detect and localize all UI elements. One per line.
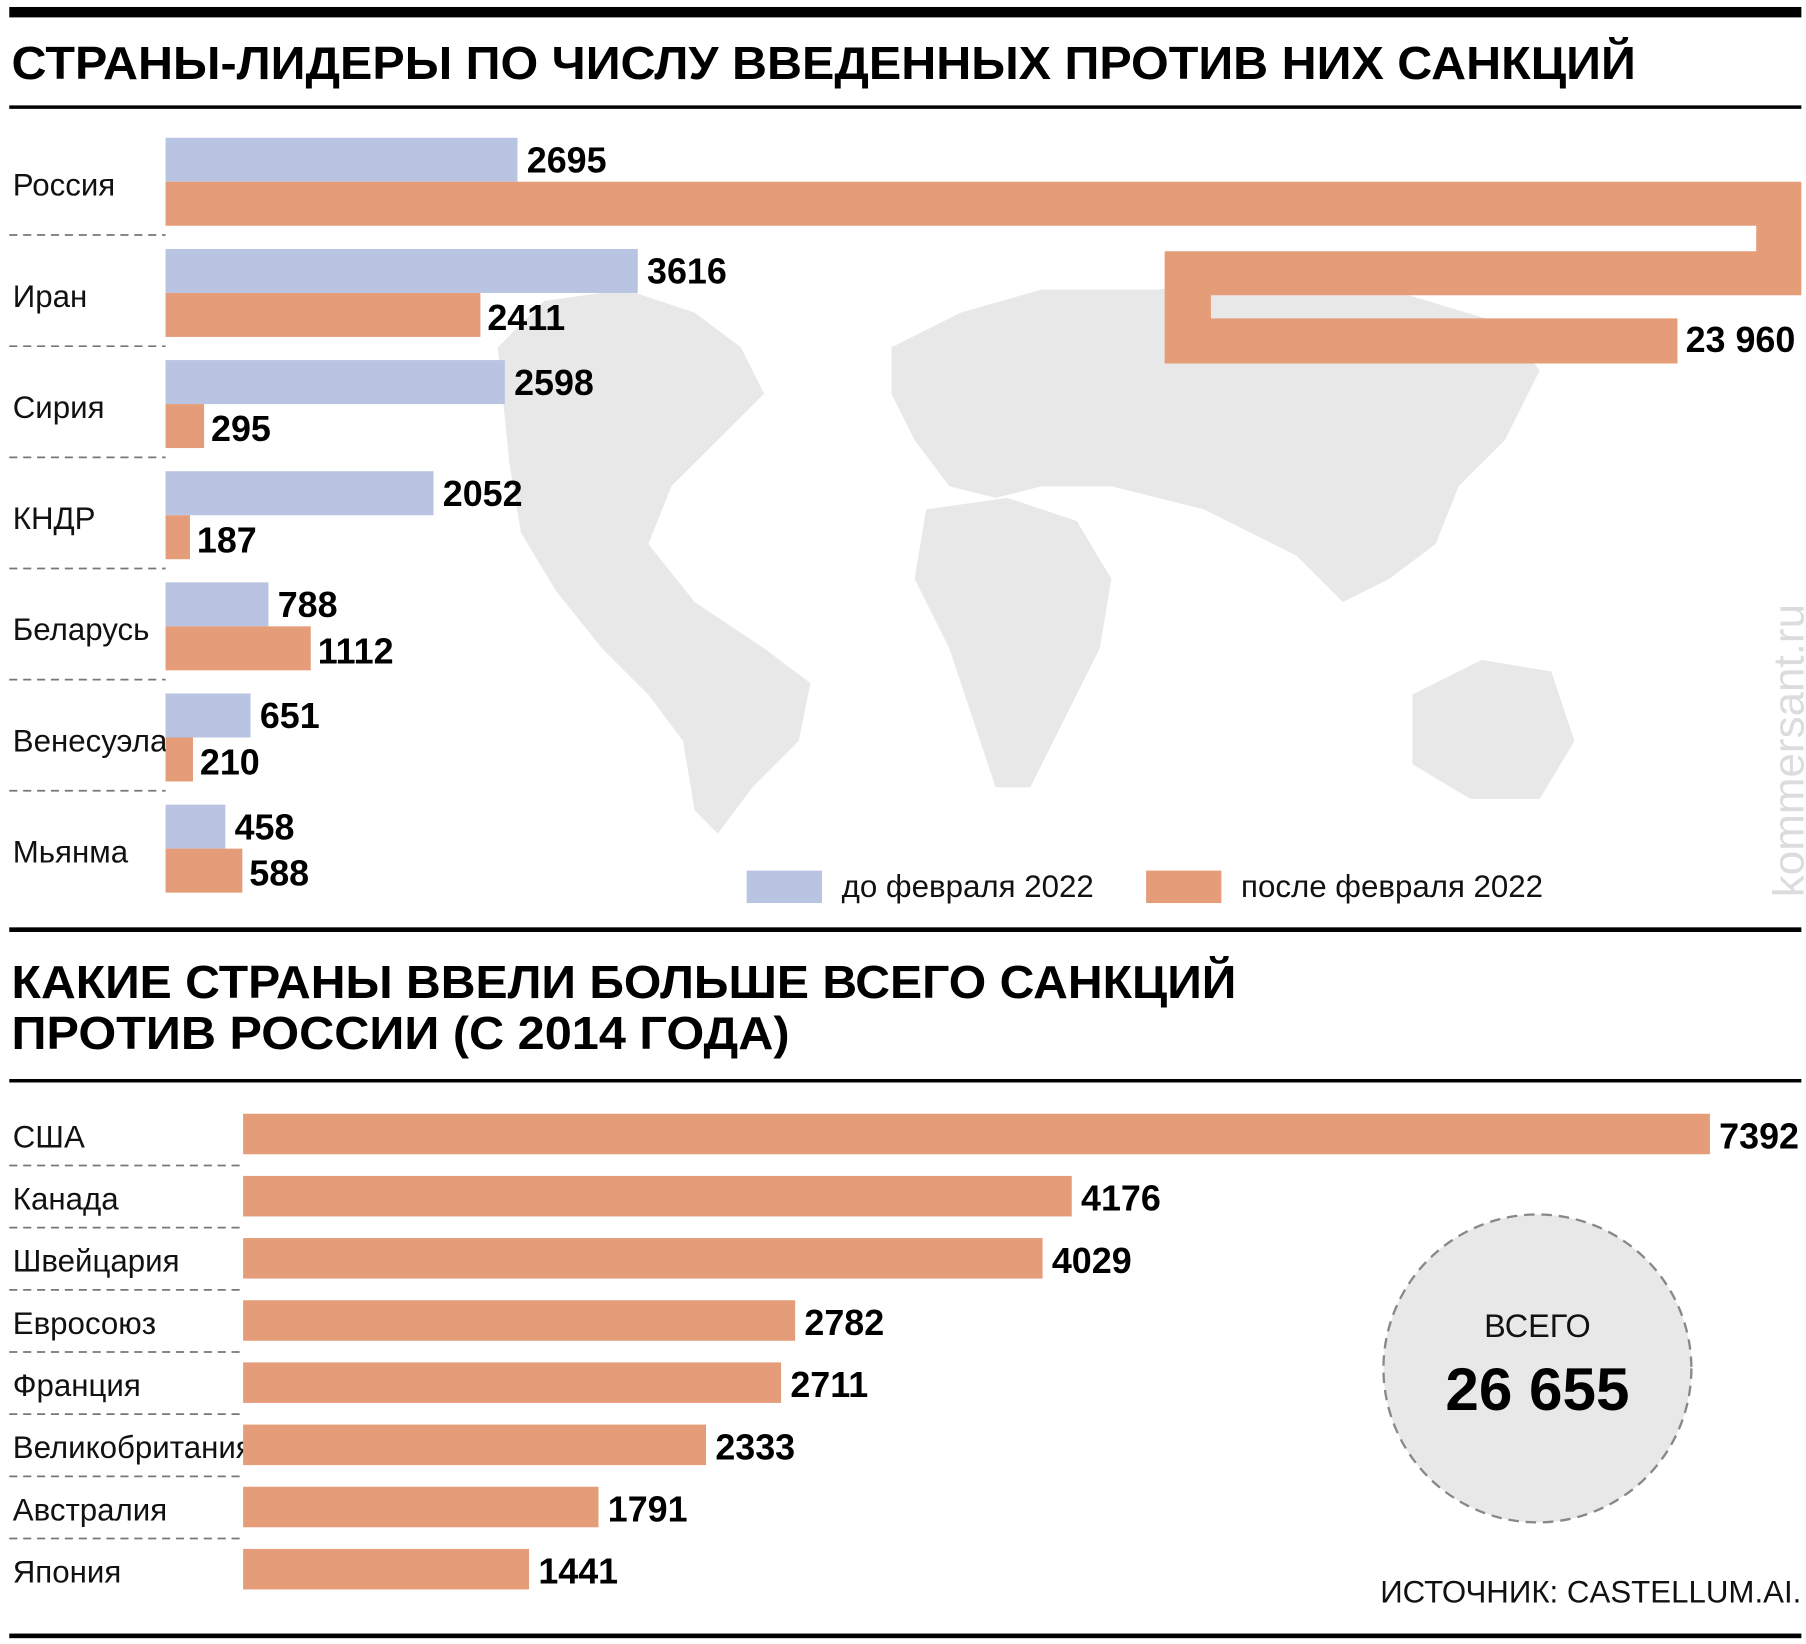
value-label: 2333 (715, 1427, 795, 1467)
value-label-after: 23 960 (1686, 320, 1796, 360)
bar-before (165, 471, 434, 516)
chart1-bars: Россия 2695 23 960 Иран 3616 2411 Сирия 2598 295… (9, 137, 1802, 894)
bar-after (165, 292, 481, 337)
total-label: ВСЕГО (1484, 1308, 1591, 1344)
value-label: 2782 (804, 1303, 884, 1343)
source-note: ИСТОЧНИК: CASTELLUM.AI. (1380, 1574, 1801, 1609)
bar-after (165, 404, 205, 449)
bar-before (165, 360, 505, 405)
total-circle-shape (1382, 1213, 1693, 1524)
bar-after (165, 626, 311, 671)
value-label-after: 295 (211, 409, 271, 449)
bottom-rule (9, 1633, 1802, 1639)
bar-before (165, 137, 518, 182)
bar-after (165, 848, 243, 893)
value-label: 1791 (608, 1489, 688, 1529)
value-label-after: 588 (249, 854, 309, 894)
country-label: Россия (13, 168, 115, 203)
chart2-bars: США 7392 Канада 4176 Швейцария 4029 Евросоюз 27… (9, 1113, 1799, 1592)
bar-before (165, 804, 226, 849)
legend-label-before: до февраля 2022 (842, 869, 1094, 904)
top-rule (9, 6, 1802, 18)
country-label: Евросоюз (13, 1306, 156, 1341)
country-label: Швейцария (13, 1244, 180, 1279)
value-label-before: 2598 (514, 363, 594, 403)
bar (243, 1175, 1072, 1217)
watermark: kommersant.ru (1765, 604, 1806, 897)
value-label-before: 2052 (443, 474, 523, 514)
value-label: 4029 (1052, 1241, 1132, 1281)
title-rule (9, 105, 1802, 109)
country-label: КНДР (13, 501, 96, 536)
bar-before (165, 582, 269, 627)
bar (243, 1362, 782, 1403)
legend-swatch-before (746, 870, 822, 904)
country-label: Великобритания (13, 1430, 253, 1465)
bar (243, 1113, 1710, 1155)
country-label: Сирия (13, 390, 105, 425)
country-label: Иран (13, 279, 87, 314)
bar-after-snake (165, 181, 1802, 364)
total-circle: ВСЕГО 26 655 (1382, 1213, 1693, 1524)
legend-swatch-after (1146, 870, 1222, 904)
chart2-title-line2: ПРОТИВ РОССИИ (С 2014 ГОДА) (12, 1007, 790, 1059)
country-label: Япония (13, 1554, 122, 1589)
bar-after (165, 515, 190, 560)
bar (243, 1424, 707, 1466)
value-label: 4176 (1081, 1179, 1161, 1219)
legend-label-after: после февраля 2022 (1241, 869, 1543, 904)
value-label: 1441 (538, 1552, 618, 1592)
bar-before (165, 693, 251, 738)
legend: до февраля 2022 после февраля 2022 (746, 869, 1543, 904)
chart1-title: СТРАНЫ-ЛИДЕРЫ ПО ЧИСЛУ ВВЕДЕННЫХ ПРОТИВ … (12, 37, 1636, 89)
value-label-after: 1112 (318, 631, 394, 671)
section-rule (9, 927, 1802, 932)
value-label: 7392 (1719, 1116, 1799, 1156)
value-label-before: 2695 (527, 141, 607, 181)
value-label-before: 3616 (647, 252, 727, 292)
bar (243, 1300, 796, 1341)
bar (243, 1238, 1043, 1279)
country-label: США (13, 1119, 85, 1154)
country-label: Франция (13, 1368, 141, 1403)
country-label: Канада (13, 1181, 119, 1216)
value-label-before: 458 (235, 807, 295, 847)
country-label: Беларусь (13, 612, 150, 647)
title-rule-2 (9, 1079, 1802, 1083)
value-label-after: 2411 (487, 298, 565, 338)
bar (243, 1486, 599, 1528)
value-label-after: 210 (200, 743, 260, 783)
value-label: 2711 (790, 1365, 868, 1405)
chart2-title-line1: КАКИЕ СТРАНЫ ВВЕЛИ БОЛЬШЕ ВСЕГО САНКЦИЙ (12, 956, 1237, 1008)
value-label-before: 788 (278, 585, 338, 625)
country-label: Мьянма (13, 835, 129, 870)
country-label: Австралия (13, 1492, 167, 1527)
total-value: 26 655 (1445, 1356, 1629, 1423)
bar (243, 1548, 530, 1590)
bar-after (165, 737, 193, 782)
bar-before (165, 248, 638, 293)
country-label: Венесуэла (13, 723, 168, 758)
value-label-before: 651 (260, 696, 320, 736)
value-label-after: 187 (197, 520, 257, 560)
